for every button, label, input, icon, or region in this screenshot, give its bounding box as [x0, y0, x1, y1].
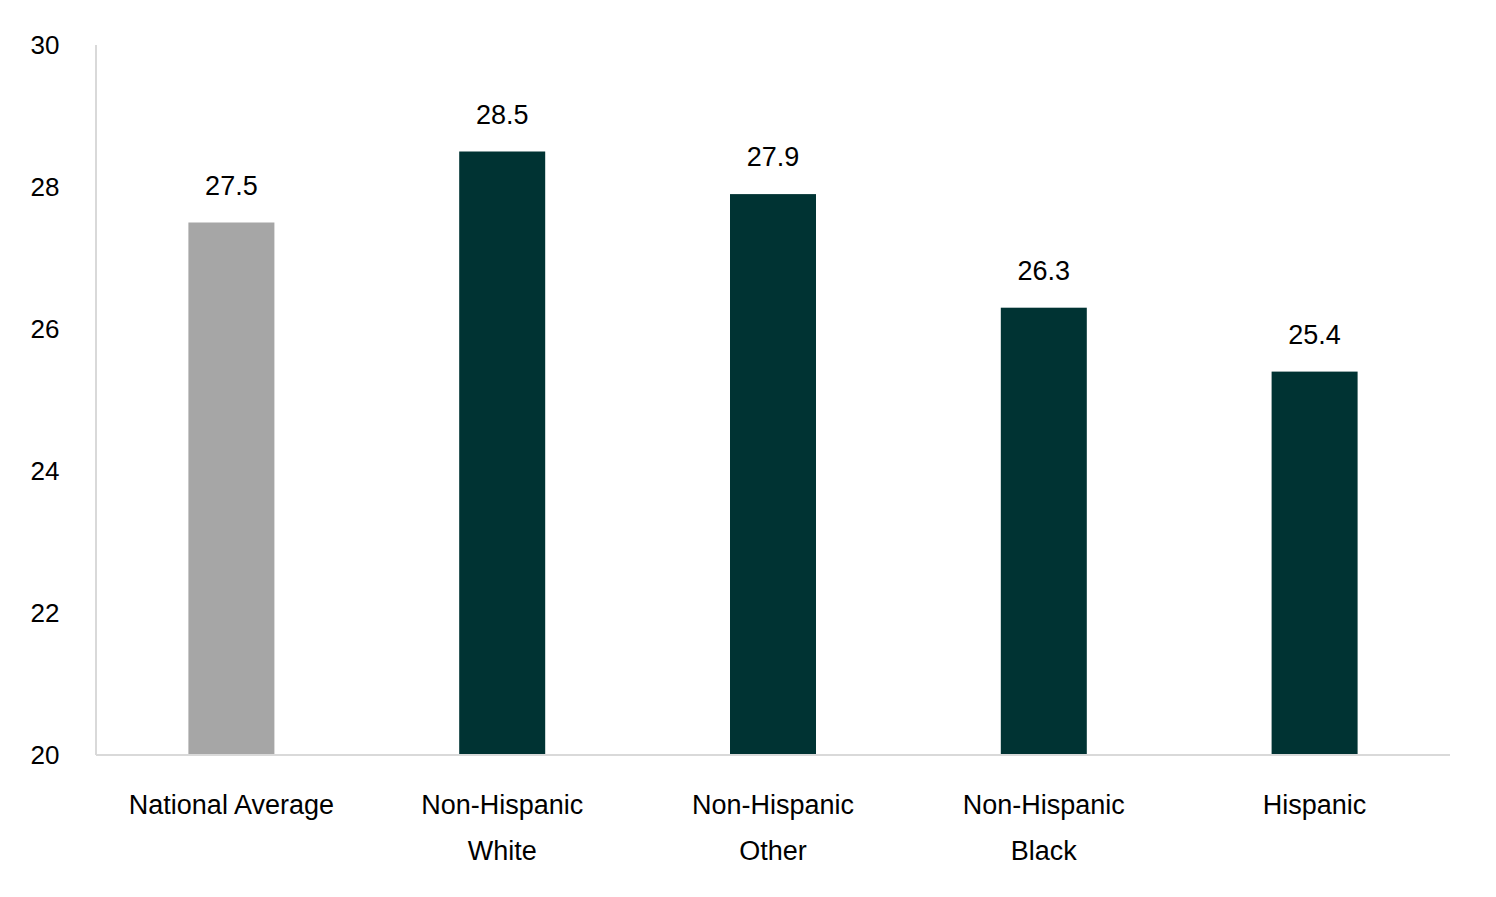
- label-line: Non-Hispanic: [421, 790, 583, 820]
- y-tick-label: 26: [31, 314, 60, 344]
- x-tick-label: National Average: [129, 790, 334, 820]
- bar: [188, 223, 274, 756]
- data-label: 27.5: [205, 171, 258, 201]
- x-tick-label: Non-Hispanic Black: [963, 790, 1125, 866]
- y-axis-line: [95, 45, 97, 755]
- x-tick-label: Non-Hispanic White: [421, 790, 583, 866]
- bar: [730, 194, 816, 755]
- y-tick-label: 22: [31, 598, 60, 628]
- y-tick-label: 20: [31, 740, 60, 770]
- label-line: Other: [739, 836, 807, 866]
- label-line: Black: [1011, 836, 1078, 866]
- bar: [1001, 308, 1087, 755]
- y-tick-label: 24: [31, 456, 60, 486]
- chart: 20 22 24 26 28 30 27.5 28.5 27.9 26.3 25.4 National…: [0, 0, 1496, 897]
- bars: [188, 152, 1357, 756]
- data-label: 26.3: [1018, 256, 1071, 286]
- x-tick-label: Hispanic: [1263, 790, 1367, 820]
- x-axis-line: [96, 754, 1450, 756]
- label-line: White: [468, 836, 537, 866]
- data-label: 27.9: [747, 142, 800, 172]
- bar: [1272, 372, 1358, 755]
- data-label: 28.5: [476, 100, 529, 130]
- label-line: Non-Hispanic: [692, 790, 854, 820]
- bar: [459, 152, 545, 756]
- label-line: Non-Hispanic: [963, 790, 1125, 820]
- y-tick-label: 28: [31, 172, 60, 202]
- y-tick-label: 30: [31, 30, 60, 60]
- x-tick-label: Non-Hispanic Other: [692, 790, 854, 866]
- data-label: 25.4: [1288, 320, 1341, 350]
